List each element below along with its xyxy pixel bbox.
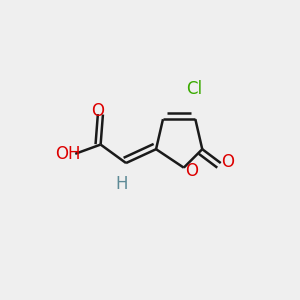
Text: O: O	[185, 162, 198, 180]
Text: O: O	[91, 102, 104, 120]
Text: OH: OH	[56, 145, 81, 163]
Text: Cl: Cl	[186, 80, 202, 98]
Text: O: O	[221, 153, 234, 171]
Text: H: H	[115, 175, 128, 193]
